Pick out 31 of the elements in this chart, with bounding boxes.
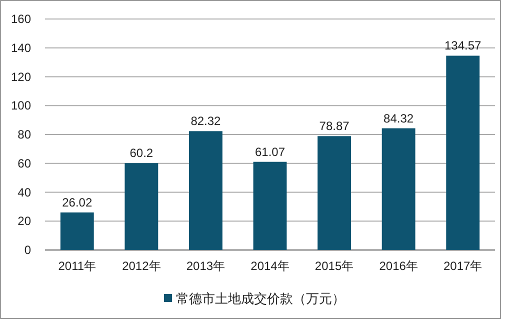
bar bbox=[382, 128, 416, 250]
x-tick-label: 2014年 bbox=[250, 259, 290, 273]
y-tick-label: 60 bbox=[18, 156, 32, 170]
data-label: 134.57 bbox=[444, 38, 482, 53]
x-tick-label: 2017年 bbox=[444, 259, 482, 273]
data-label: 84.32 bbox=[384, 111, 414, 126]
legend-label: 常德市土地成交价款（万元） bbox=[176, 291, 345, 306]
y-tick-label: 100 bbox=[10, 98, 32, 113]
data-label: 82.32 bbox=[190, 114, 222, 128]
x-tick-label: 2013年 bbox=[186, 259, 226, 273]
data-label: 61.07 bbox=[254, 144, 286, 159]
x-tick-label: 2011年 bbox=[58, 259, 96, 273]
bar bbox=[189, 131, 222, 250]
data-label: 26.02 bbox=[62, 195, 92, 210]
bar bbox=[60, 212, 94, 250]
y-tick-label: 120 bbox=[10, 70, 32, 84]
y-tick-label: 20 bbox=[18, 214, 32, 228]
bar bbox=[446, 56, 480, 250]
bar bbox=[124, 163, 158, 250]
y-tick-label: 160 bbox=[10, 12, 32, 26]
bar bbox=[253, 162, 287, 250]
y-tick-label: 0 bbox=[24, 243, 32, 257]
data-label: 78.87 bbox=[319, 119, 350, 134]
x-tick-label: 2016年 bbox=[379, 259, 418, 273]
y-tick-label: 140 bbox=[10, 40, 32, 55]
bar bbox=[318, 136, 351, 250]
data-label: 60.2 bbox=[130, 146, 154, 160]
y-tick-label: 40 bbox=[18, 185, 32, 200]
y-tick-label: 80 bbox=[18, 128, 32, 142]
x-tick-label: 2012年 bbox=[122, 259, 161, 273]
x-tick-label: 2015年 bbox=[314, 259, 354, 273]
